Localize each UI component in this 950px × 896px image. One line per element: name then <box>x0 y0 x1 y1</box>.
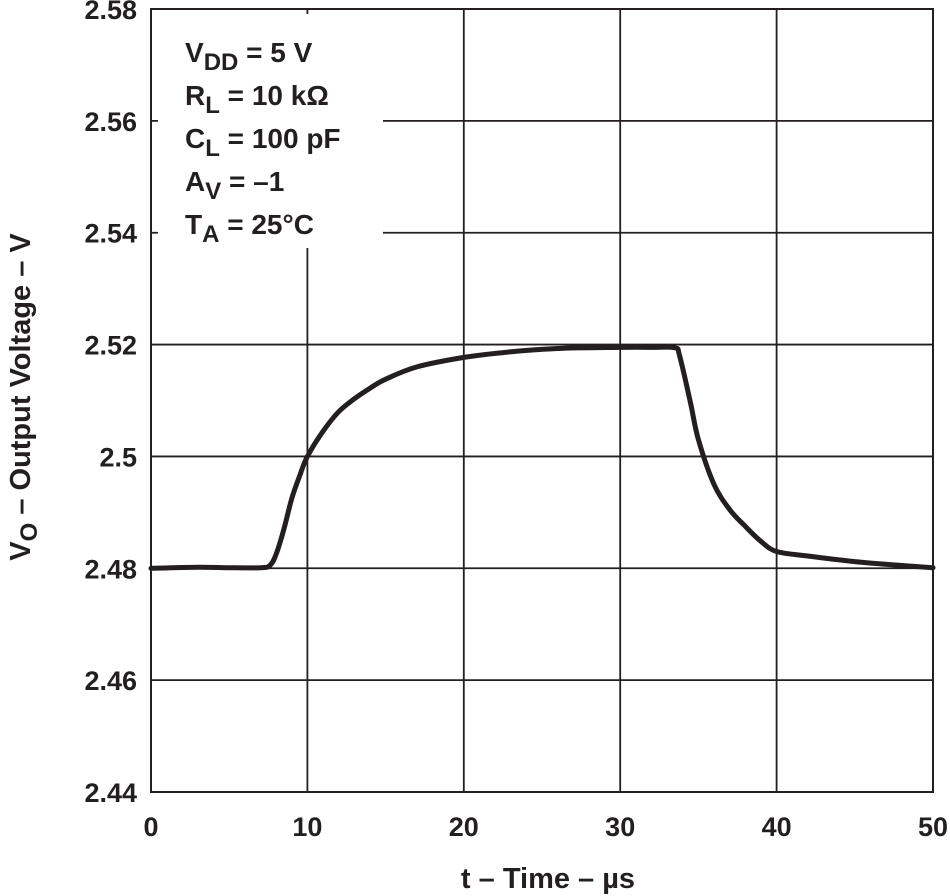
x-tick-label: 10 <box>292 812 322 842</box>
series <box>148 344 936 571</box>
y-tick-label: 2.44 <box>84 778 137 808</box>
condition-value: = 100 pF <box>220 123 341 154</box>
condition-subscript: DD <box>204 49 239 76</box>
tick-labels: 0 10 20 30 40 50 2.44 2.46 2.48 2.5 2.52 2.54 2.56 2.… <box>84 0 948 842</box>
condition-label: TA = 25°C <box>185 209 314 248</box>
y-tick-label: 2.5 <box>99 442 137 472</box>
y-tick-label: 2.54 <box>84 219 137 249</box>
condition-subscript: V <box>205 178 221 205</box>
y-axis-label-main: V <box>5 541 37 561</box>
y-axis-label-subscript: O <box>16 523 43 542</box>
x-tick-label: 30 <box>605 812 635 842</box>
y-tick-label: 2.58 <box>84 0 137 25</box>
y-tick-label: 2.46 <box>84 666 137 696</box>
y-tick-label: 2.52 <box>84 331 137 361</box>
condition-value: = 10 kΩ <box>220 80 329 111</box>
y-tick-label: 2.56 <box>84 107 137 137</box>
plot-frame <box>150 8 934 793</box>
condition-subscript: L <box>205 135 220 162</box>
y-axis-label-suffix: – Output Voltage – V <box>5 233 37 523</box>
condition-label: VDD = 5 V <box>185 37 313 76</box>
y-tick-label: 2.48 <box>84 554 137 584</box>
series-line-output-voltage <box>148 344 936 571</box>
condition-value: = 5 V <box>238 37 312 68</box>
condition-symbol: A <box>185 166 205 197</box>
condition-symbol: T <box>185 209 202 240</box>
condition-symbol: R <box>185 80 205 111</box>
x-axis-label: t – Time – µs <box>461 863 635 895</box>
legend-background <box>158 14 383 248</box>
condition-label: RL = 10 kΩ <box>185 80 329 119</box>
condition-subscript: A <box>202 221 219 248</box>
condition-symbol: C <box>185 123 205 154</box>
x-tick-label: 50 <box>918 812 948 842</box>
condition-label: AV = –1 <box>185 166 284 205</box>
condition-symbol: V <box>185 37 204 68</box>
x-tick-label: 40 <box>762 812 792 842</box>
x-tick-label: 0 <box>143 812 158 842</box>
y-axis-label: VO – Output Voltage – V <box>5 233 43 561</box>
x-tick-label: 20 <box>449 812 479 842</box>
condition-subscript: L <box>205 92 220 119</box>
condition-value: = –1 <box>221 166 284 197</box>
condition-value: = 25°C <box>219 209 313 240</box>
condition-label: CL = 100 pF <box>185 123 341 162</box>
